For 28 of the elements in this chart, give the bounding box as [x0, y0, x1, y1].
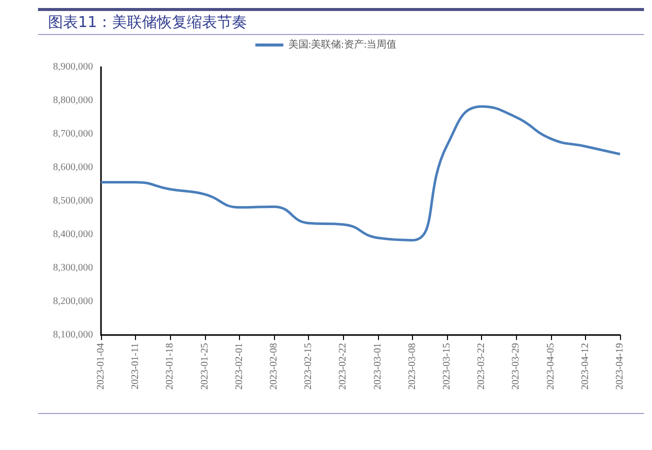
y-tick-label: 8,700,000 — [53, 128, 93, 140]
y-tick-label: 8,100,000 — [53, 330, 93, 340]
y-tick-label: 8,400,000 — [53, 229, 93, 240]
y-tick-label: 8,900,000 — [53, 62, 93, 72]
y-tick-label: 8,200,000 — [53, 296, 93, 307]
x-tick-label: 2023-03-29 — [510, 343, 522, 390]
x-tick-label: 2023-02-22 — [338, 343, 349, 390]
x-tick-label: 2023-02-15 — [303, 343, 314, 390]
x-tick-label: 2023-04-19 — [614, 343, 626, 390]
x-tick-label: 2023-03-15 — [442, 343, 452, 390]
x-tick-label: 2023-02-01 — [234, 343, 245, 390]
x-tick-label: 2023-01-11 — [130, 343, 142, 390]
y-tick-label: 8,800,000 — [53, 95, 93, 106]
y-tick-label: 8,500,000 — [53, 196, 93, 206]
x-tick-label: 2023-03-08 — [406, 343, 418, 390]
x-tick-label: 2023-01-04 — [96, 343, 106, 390]
x-tick-label: 2023-04-05 — [545, 343, 556, 390]
y-tick-label: 8,300,000 — [53, 262, 93, 274]
line-series — [100, 105, 622, 242]
x-tick-label: 2023-03-22 — [476, 343, 488, 390]
x-tick-label: 2023-01-18 — [164, 343, 176, 390]
chart-title: 图表11：美联储恢复缩表节奏 — [38, 8, 644, 35]
x-tick-label: 2023-02-08 — [268, 343, 280, 390]
x-tick-label: 2023-01-25 — [199, 343, 210, 390]
legend-label: 美国:美联储:资产:当周值 — [288, 38, 397, 50]
x-tick-label: 2023-04-12 — [580, 343, 591, 390]
y-tick-label: 8,600,000 — [53, 162, 93, 173]
x-tick-label: 2023-03-01 — [372, 343, 384, 390]
